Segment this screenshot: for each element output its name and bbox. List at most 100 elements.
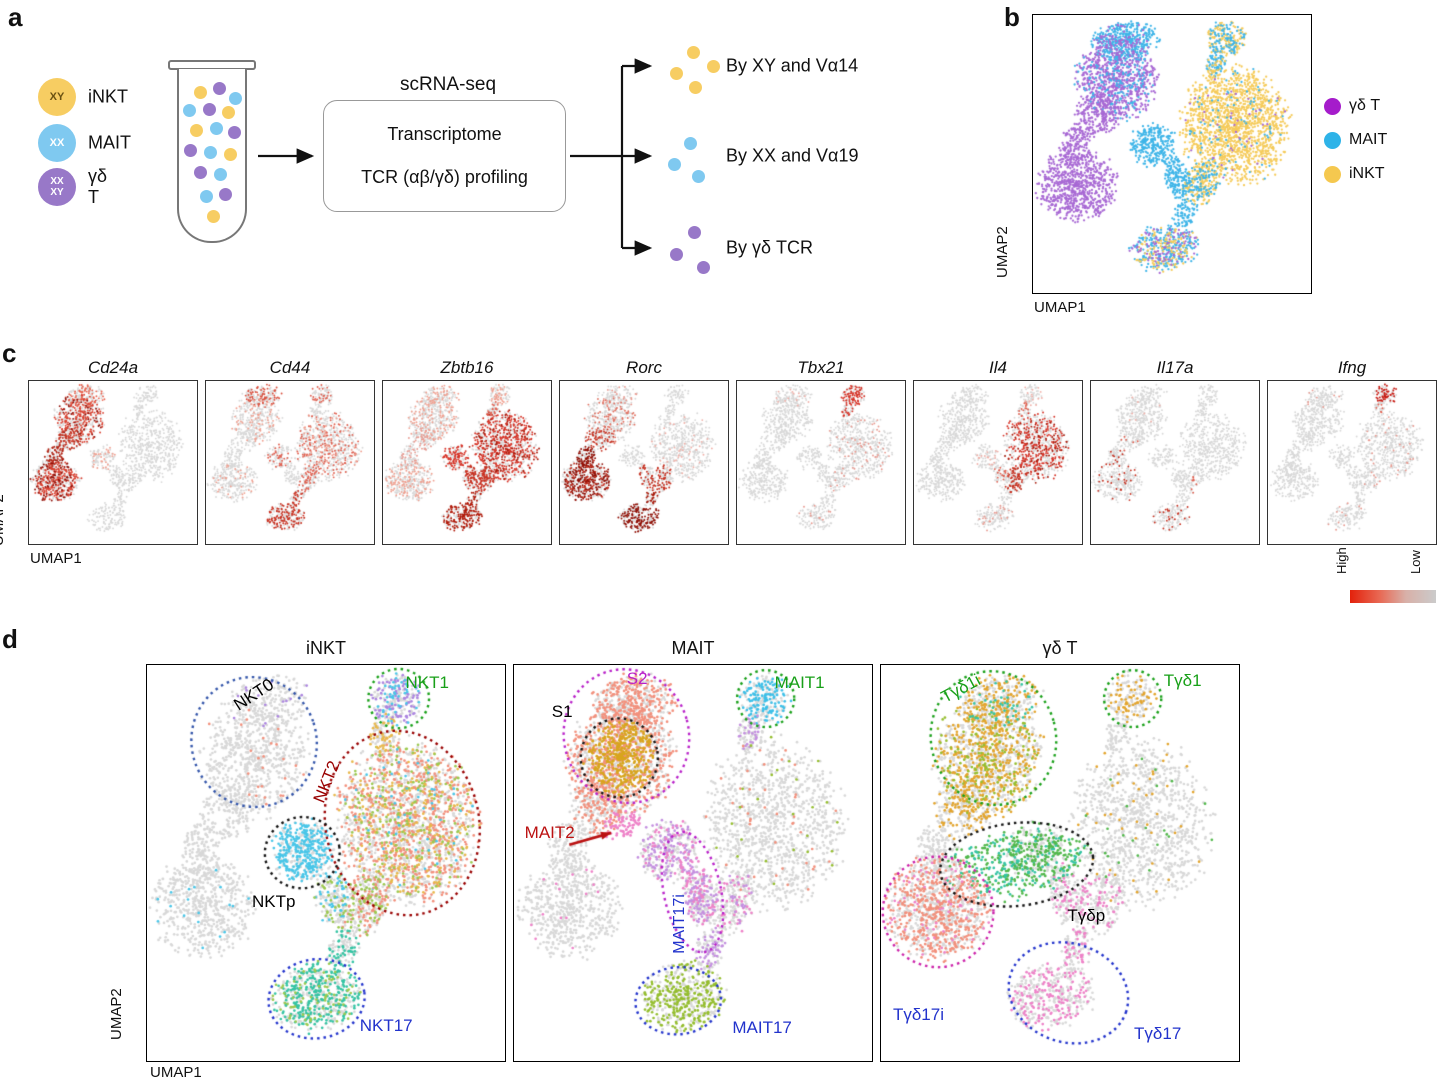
cell-type-badge: XY bbox=[38, 78, 76, 116]
tube-cell-dot bbox=[229, 92, 242, 105]
panel-a-label: a bbox=[8, 2, 23, 32]
legend-dot-iNKT bbox=[1324, 166, 1341, 183]
cell-type-badge: XX bbox=[38, 124, 76, 162]
badge-line: XX bbox=[49, 136, 65, 149]
panel-b-label: b bbox=[1004, 2, 1020, 32]
cluster-plot-title-MAIT: MAIT bbox=[671, 638, 715, 658]
panel-c-label: c bbox=[2, 338, 17, 368]
output-cell-dot bbox=[687, 46, 700, 59]
tube-cell-dot bbox=[183, 104, 196, 117]
feature-canvas-Il17a bbox=[1091, 381, 1258, 543]
feature-canvas-Cd44 bbox=[206, 381, 373, 543]
tube-cell-dot bbox=[194, 166, 207, 179]
feature-plot-Ifng: Ifng bbox=[1267, 358, 1437, 545]
cluster-label-S1: S1 bbox=[551, 702, 573, 722]
feature-canvas-Tbx21 bbox=[737, 381, 904, 543]
gene-title-Il4: Il4 bbox=[989, 358, 1007, 377]
cluster-label-NKTp: NKTp bbox=[252, 892, 296, 911]
feature-plot-Cd44: Cd44 bbox=[205, 358, 375, 545]
tube-cell-dot bbox=[194, 86, 207, 99]
badge-line: XY bbox=[49, 90, 65, 103]
panel-d-xlabel: UMAP1 bbox=[150, 1064, 202, 1081]
gene-title-Rorc: Rorc bbox=[626, 358, 662, 377]
feature-canvas-Cd24a bbox=[29, 381, 196, 543]
scrnaseq-title: scRNA-seq bbox=[399, 74, 497, 95]
tube-cell-dot bbox=[219, 188, 232, 201]
umap-overview-canvas bbox=[1033, 15, 1310, 292]
cluster-plot-title-γδ T: γδ T bbox=[1042, 638, 1078, 658]
feature-plot-Il17a: Il17a bbox=[1090, 358, 1260, 545]
output-cell-dot bbox=[670, 248, 683, 261]
panel-d-label: d bbox=[2, 624, 18, 654]
tube-cell-dot bbox=[207, 210, 220, 223]
cluster-label-NKT17: NKT17 bbox=[359, 1016, 413, 1036]
gene-title-Zbtb16: Zbtb16 bbox=[440, 358, 494, 377]
colorbar-low-label: Low bbox=[1408, 550, 1423, 574]
output-cell-dot bbox=[692, 170, 705, 183]
gene-title-Cd44: Cd44 bbox=[269, 358, 311, 377]
cluster-canvas-MAIT bbox=[514, 665, 871, 1060]
cell-type-name: MAIT bbox=[88, 132, 131, 153]
profiling-line-tcr: TCR (αβ/γδ) profiling bbox=[361, 167, 528, 188]
gene-title-Ifng: Ifng bbox=[1337, 358, 1367, 377]
feature-canvas-Rorc bbox=[560, 381, 727, 543]
feature-plot-Cd24a: Cd24a bbox=[28, 358, 198, 545]
profiling-line-transcriptome: Transcriptome bbox=[387, 123, 502, 144]
cluster-label-Tγδ17i: Tγδ17i bbox=[892, 1004, 945, 1024]
cluster-label-Tγδ17: Tγδ17 bbox=[1134, 1024, 1182, 1044]
output-cell-dot bbox=[668, 158, 681, 171]
badge-line: XY bbox=[50, 187, 64, 198]
colorbar-high-label: High bbox=[1334, 547, 1349, 574]
legend-label-MAIT: MAIT bbox=[1349, 131, 1388, 148]
badge-line: XX bbox=[50, 176, 64, 187]
gene-title-Il17a: Il17a bbox=[1156, 358, 1194, 377]
cluster-plot-MAIT: MAIT S2 S1 MAIT1 MAIT2 MAIT17i MAIT17 bbox=[513, 638, 873, 1062]
output-cell-dot bbox=[688, 226, 701, 239]
panel-d-ylabel: UMAP2 bbox=[108, 988, 125, 1040]
tube-cell-dot bbox=[222, 106, 235, 119]
cluster-label-MAIT2: MAIT2 bbox=[524, 822, 575, 842]
tube-cell-dot bbox=[224, 148, 237, 161]
output-cell-dot bbox=[689, 81, 702, 94]
panel-b-ylabel: UMAP2 bbox=[994, 226, 1011, 278]
panel-b-xlabel: UMAP1 bbox=[1034, 299, 1086, 316]
cell-type-name: iNKT bbox=[88, 86, 128, 107]
cluster-label-Tγδp: Tγδp bbox=[1067, 905, 1106, 925]
output-cell-dot bbox=[684, 137, 697, 150]
feature-plot-Zbtb16: Zbtb16 bbox=[382, 358, 552, 545]
output-cell-dot bbox=[707, 60, 720, 73]
feature-plot-Il4: Il4 bbox=[913, 358, 1083, 545]
cluster-label-S2: S2 bbox=[626, 668, 648, 688]
output-cell-dot bbox=[670, 67, 683, 80]
tube-cell-dot bbox=[204, 146, 217, 159]
output-cell-dot bbox=[697, 261, 710, 274]
legend-dot-MAIT bbox=[1324, 132, 1341, 149]
feature-plot-Tbx21: Tbx21 bbox=[736, 358, 906, 545]
tube-cell-dot bbox=[190, 124, 203, 137]
feature-canvas-Zbtb16 bbox=[383, 381, 550, 543]
umap-overview-plot bbox=[1032, 14, 1312, 294]
cluster-label-MAIT17i: MAIT17i bbox=[671, 893, 688, 954]
cell-type-badge: XX XY bbox=[38, 168, 76, 206]
output-label: By XY and Vα14 bbox=[726, 55, 859, 76]
legend-label-iNKT: iNKT bbox=[1349, 165, 1385, 182]
cluster-plot-iNKT: iNKT NKT0 NKT1 NKT2 NKTp NKT17 bbox=[146, 638, 506, 1062]
cluster-plot-title-iNKT: iNKT bbox=[306, 638, 346, 658]
cluster-label-NKT1: NKT1 bbox=[405, 672, 449, 692]
expression-colorbar bbox=[1350, 590, 1436, 603]
tube-cell-dot bbox=[203, 103, 216, 116]
feature-canvas-Ifng bbox=[1268, 381, 1435, 543]
cell-type-name: γδ T bbox=[88, 166, 108, 207]
feature-canvas-Il4 bbox=[914, 381, 1081, 543]
tube-cell-dot bbox=[184, 144, 197, 157]
tube-cell-dot bbox=[214, 168, 227, 181]
cluster-plot-γδ T: γδ T Tγδ1i Tγδ1 Tγδp Tγδ17i Tγδ17 bbox=[880, 638, 1240, 1062]
tube-cell-dot bbox=[228, 126, 241, 139]
tube-cell-dot bbox=[200, 190, 213, 203]
panel-c-ylabel: UMAP2 bbox=[0, 494, 7, 546]
output-label: By XX and Vα19 bbox=[726, 145, 859, 166]
cluster-label-MAIT1: MAIT1 bbox=[774, 672, 825, 692]
profiling-box: Transcriptome TCR (αβ/γδ) profiling bbox=[323, 100, 566, 212]
legend-label-γδ T: γδ T bbox=[1349, 97, 1381, 114]
cluster-canvas-iNKT bbox=[147, 665, 504, 1060]
